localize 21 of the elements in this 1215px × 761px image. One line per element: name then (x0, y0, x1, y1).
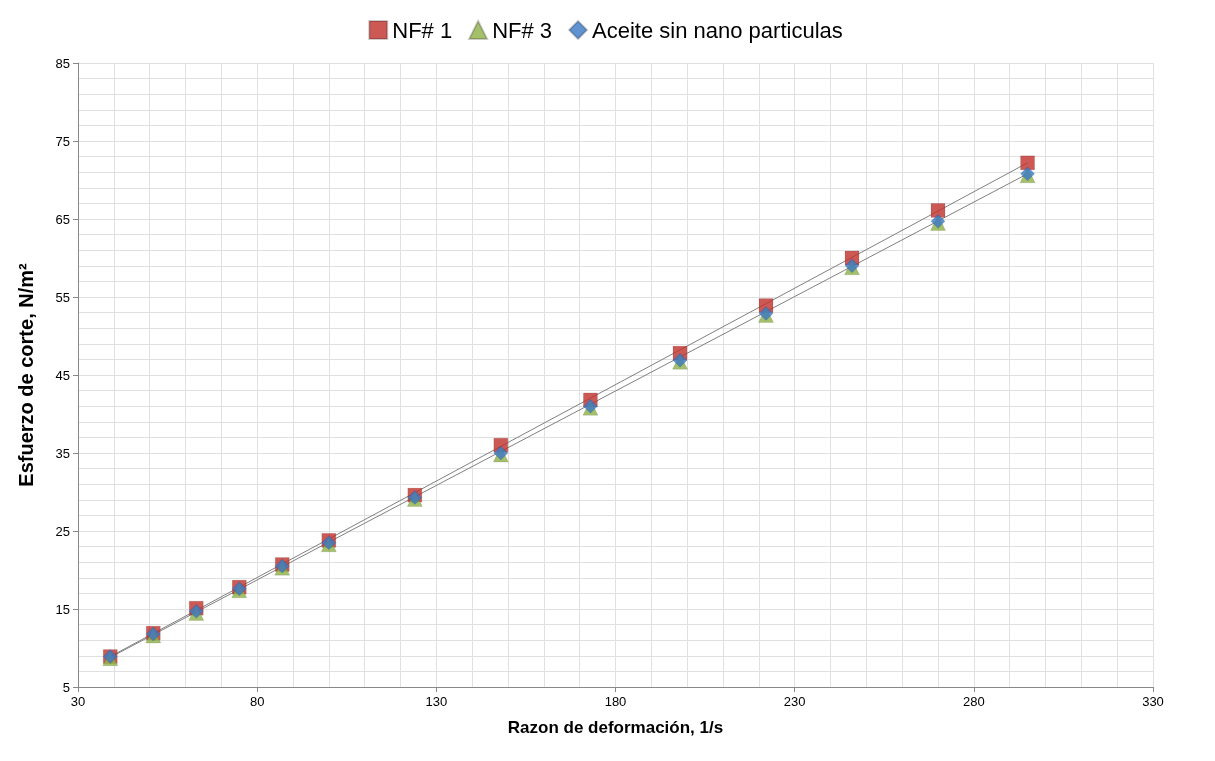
y-tick-label: 75 (55, 133, 70, 149)
y-tick-label: 55 (55, 289, 70, 305)
x-tick-label: 180 (604, 694, 627, 709)
y-tick-label: 45 (55, 367, 70, 383)
x-tick-label: 30 (70, 694, 86, 709)
x-tick-label: 130 (425, 694, 448, 709)
x-tick-label: 80 (249, 694, 265, 709)
y-tick-label: 35 (55, 445, 70, 461)
x-tick-label: 280 (962, 694, 985, 709)
y-axis-title: Esfuerzo de corte, N/m² (15, 262, 37, 487)
x-tick-label: 330 (1142, 694, 1164, 709)
x-tick-label: 230 (783, 694, 806, 709)
y-tick-label: 25 (55, 523, 70, 539)
legend-label: NF# 1 (392, 17, 453, 43)
y-tick-label: 85 (55, 55, 70, 71)
x-axis-title: Razon de deformación, 1/s (507, 718, 724, 737)
y-tick-label: 15 (55, 601, 70, 617)
y-tick-label: 5 (62, 679, 70, 695)
legend-label: Aceite sin nano particulas (592, 17, 843, 43)
legend-label: NF# 3 (492, 17, 553, 43)
y-tick-label: 65 (55, 211, 70, 227)
